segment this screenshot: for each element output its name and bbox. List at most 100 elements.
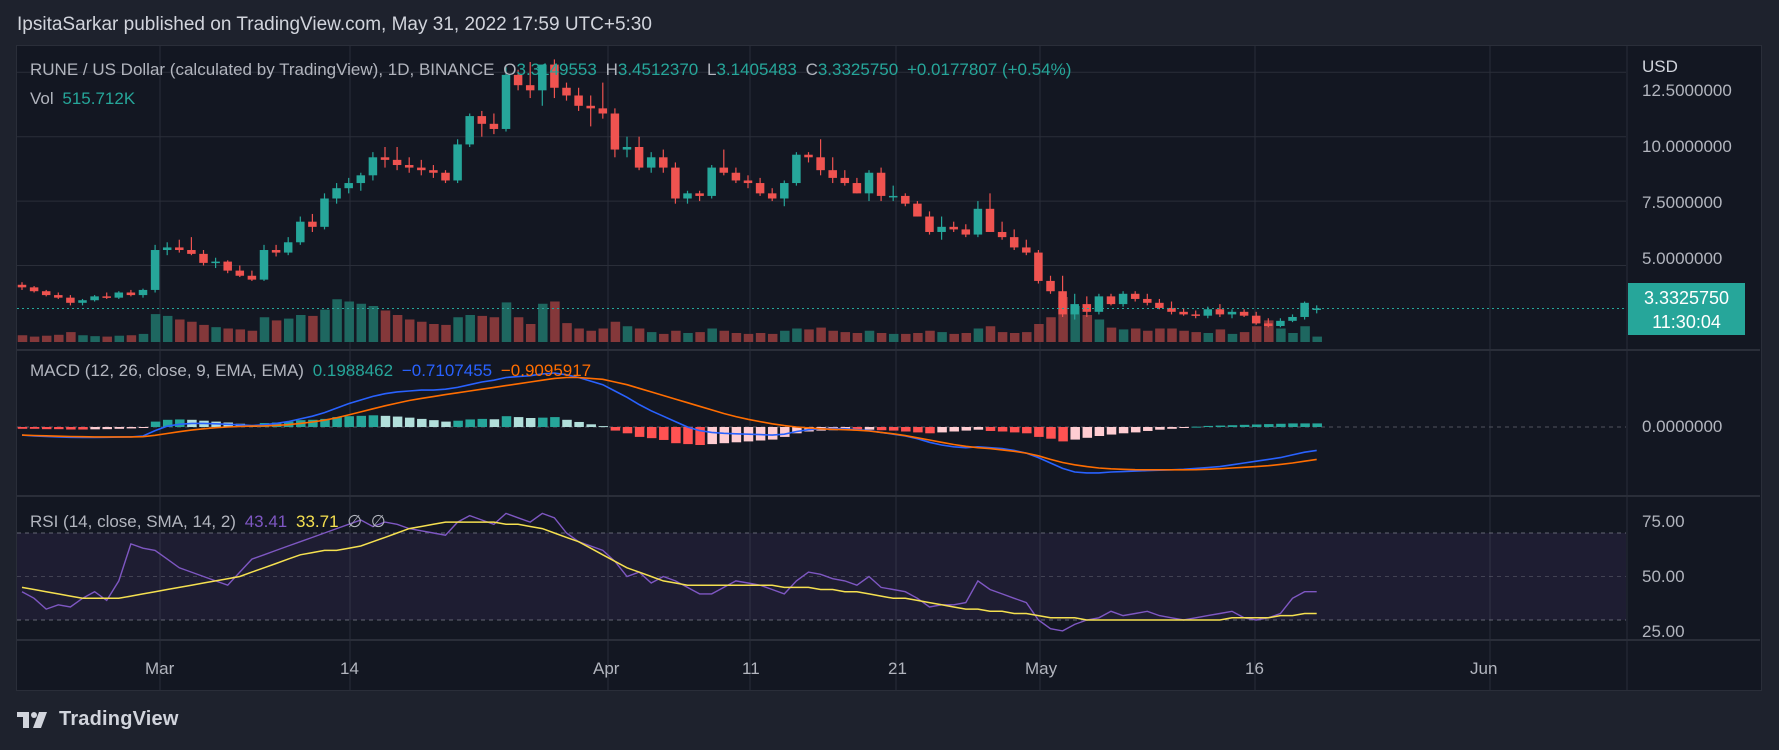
volume-bar — [864, 330, 875, 342]
macd-histogram-bar — [1106, 427, 1117, 435]
volume-bar — [538, 303, 548, 342]
macd-histogram-bar — [453, 420, 463, 427]
volume-bar — [1155, 328, 1165, 342]
candle-body — [1094, 296, 1104, 312]
volume-bar — [792, 328, 802, 342]
candle-body — [1276, 320, 1285, 326]
rsi-sma-line — [21, 521, 1317, 621]
time-tick-jun: Jun — [1470, 659, 1498, 678]
volume-bar — [683, 333, 693, 342]
symbol-label: RUNE / US Dollar (calculated by TradingV… — [30, 60, 495, 79]
price-tick-1: 12.5000000 — [1642, 81, 1732, 100]
candle-body — [864, 172, 874, 194]
candle-body — [949, 226, 958, 230]
volume-bar — [199, 324, 209, 342]
volume-bar — [997, 332, 1008, 342]
macd-histogram-bar — [586, 424, 596, 427]
macd-histogram-bar — [114, 427, 125, 429]
macd-hist-value: 0.1988462 — [312, 361, 394, 380]
volume-bar — [1106, 327, 1117, 342]
volume-bar — [1082, 315, 1093, 342]
candle-body — [634, 146, 644, 168]
candle-body — [1264, 323, 1273, 326]
macd-line — [21, 372, 1317, 474]
candle-body — [102, 296, 111, 298]
candle-body — [54, 295, 63, 298]
macd-histogram-bar — [162, 419, 173, 427]
candle-body — [175, 247, 184, 251]
rsi-line — [21, 512, 1317, 632]
candle-body — [392, 159, 402, 166]
candle-body — [525, 85, 535, 91]
macd-histogram-bar — [392, 416, 403, 427]
candle-body — [1130, 293, 1140, 299]
candle-body — [162, 247, 172, 251]
volume-bar — [54, 334, 64, 342]
macd-histogram-bar — [646, 427, 657, 439]
candle-body — [114, 292, 124, 298]
macd-histogram-bar — [913, 427, 923, 433]
candle-body — [344, 183, 353, 189]
price-tick-3: 7.5000000 — [1642, 193, 1723, 212]
macd-histogram-bar — [29, 427, 40, 429]
macd-histogram-bar — [465, 419, 475, 427]
candle-body — [259, 250, 269, 280]
candle-body — [223, 261, 232, 271]
macd-histogram-bar — [1034, 427, 1044, 437]
macd-histogram-bar — [404, 417, 415, 427]
volume-bar — [1009, 333, 1020, 342]
macd-histogram-bar — [622, 427, 633, 434]
candle-body — [1082, 304, 1092, 312]
footer[interactable]: TradingView — [17, 708, 179, 731]
macd-histogram-bar — [1130, 427, 1141, 433]
candle-body — [792, 154, 801, 184]
volume-bar — [743, 333, 754, 342]
chart-area[interactable] — [16, 45, 1762, 691]
candle-body — [1300, 302, 1309, 317]
macd-histogram-bar — [876, 427, 887, 431]
volume-bar — [804, 329, 814, 342]
macd-histogram-bar — [780, 427, 790, 437]
macd-histogram-bar — [66, 427, 76, 430]
candle-body — [29, 287, 39, 292]
candle-body — [1215, 309, 1225, 315]
open-value: 3.3149553 — [516, 60, 597, 79]
candle-body — [429, 170, 438, 173]
macd-histogram-bar — [429, 420, 439, 427]
pane-separators — [17, 46, 1760, 690]
candle-body — [538, 64, 547, 91]
macd-histogram-bar — [1203, 425, 1214, 427]
macd-histogram-bar — [985, 427, 996, 431]
low-value: 3.1405483 — [716, 60, 797, 79]
open-label: O — [503, 60, 517, 79]
candle-body — [961, 229, 971, 235]
volume-bar — [150, 314, 161, 342]
volume-bar — [114, 335, 125, 342]
candle-body — [1155, 302, 1164, 308]
macd-pane — [17, 372, 1626, 474]
volume-bar — [392, 315, 403, 342]
macd-histogram-bar — [1058, 427, 1068, 442]
volume-bar — [562, 323, 572, 342]
candle-body — [1167, 307, 1176, 312]
candle-body — [840, 177, 850, 184]
macd-histogram-bar — [767, 427, 778, 440]
volume-bar — [586, 330, 596, 342]
volume-bar — [949, 333, 959, 342]
volume-bar — [175, 319, 185, 342]
candle-body — [888, 195, 898, 198]
volume-bar — [332, 299, 342, 342]
macd-histogram-bar — [78, 427, 88, 430]
volume-bar — [1034, 324, 1044, 342]
volume-bar — [66, 332, 76, 342]
candle-body — [441, 172, 450, 181]
candle-body — [780, 183, 789, 199]
macd-histogram-bar — [562, 419, 572, 427]
macd-histogram-bar — [707, 427, 717, 445]
candle-body — [404, 165, 414, 168]
candle-body — [852, 183, 862, 194]
macd-histogram-bar — [1143, 427, 1153, 431]
volume-bar — [961, 333, 972, 342]
candle-body — [138, 289, 148, 296]
